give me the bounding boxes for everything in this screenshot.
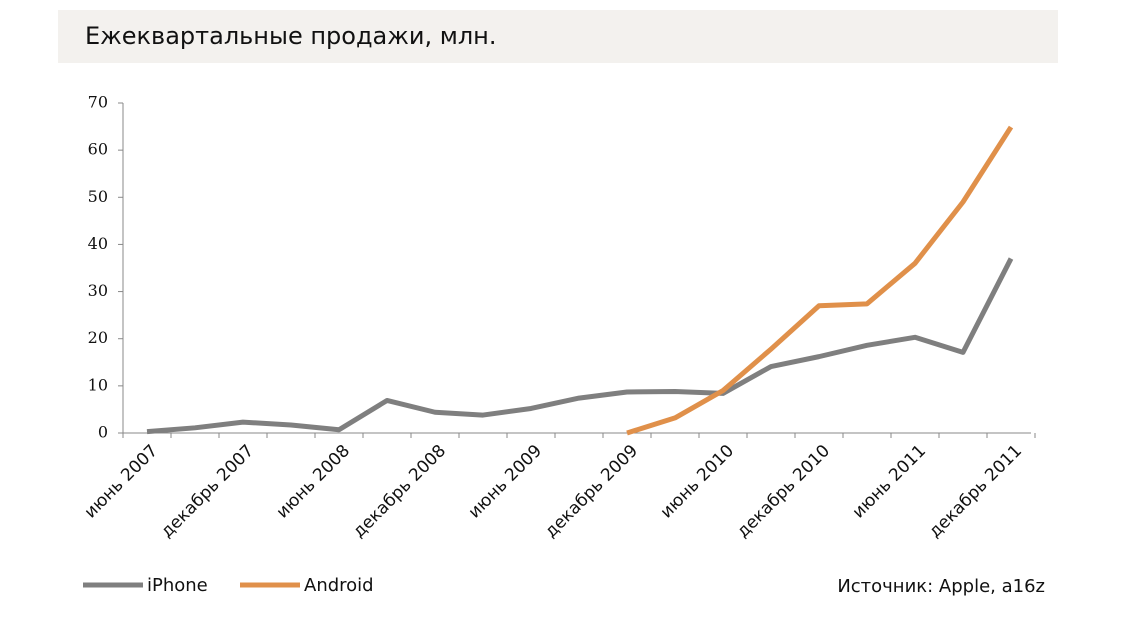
x-tick-label: июнь 2007 (81, 441, 162, 522)
x-tick-label: декабрь 2010 (733, 441, 834, 542)
y-tick-label: 50 (88, 187, 108, 206)
x-tick-label: июнь 2010 (657, 441, 738, 522)
y-tick-label: 40 (88, 234, 108, 253)
x-tick-label: июнь 2009 (465, 441, 546, 522)
y-tick-label: 20 (88, 328, 108, 347)
y-tick-label: 70 (88, 93, 108, 112)
x-tick-label: декабрь 2009 (541, 441, 642, 542)
y-tick-label: 30 (88, 281, 108, 300)
series-line (626, 125, 1014, 436)
chart-title: Ежеквартальные продажи, млн. (85, 22, 497, 50)
title-background (58, 10, 1058, 63)
x-tick-label: июнь 2008 (273, 441, 354, 522)
x-tick-label: июнь 2011 (849, 441, 930, 522)
x-tick-label: декабрь 2008 (349, 441, 450, 542)
source-note: Источник: Apple, a16z (837, 576, 1045, 597)
x-tick-label: декабрь 2011 (925, 441, 1026, 542)
y-tick-label: 0 (98, 423, 108, 442)
y-tick-label: 60 (88, 140, 108, 159)
series-line (146, 257, 1014, 435)
x-tick-label: декабрь 2007 (157, 441, 258, 542)
legend-label: iPhone (147, 575, 208, 596)
legend-label: Android (304, 575, 374, 596)
y-tick-label: 10 (88, 375, 108, 394)
